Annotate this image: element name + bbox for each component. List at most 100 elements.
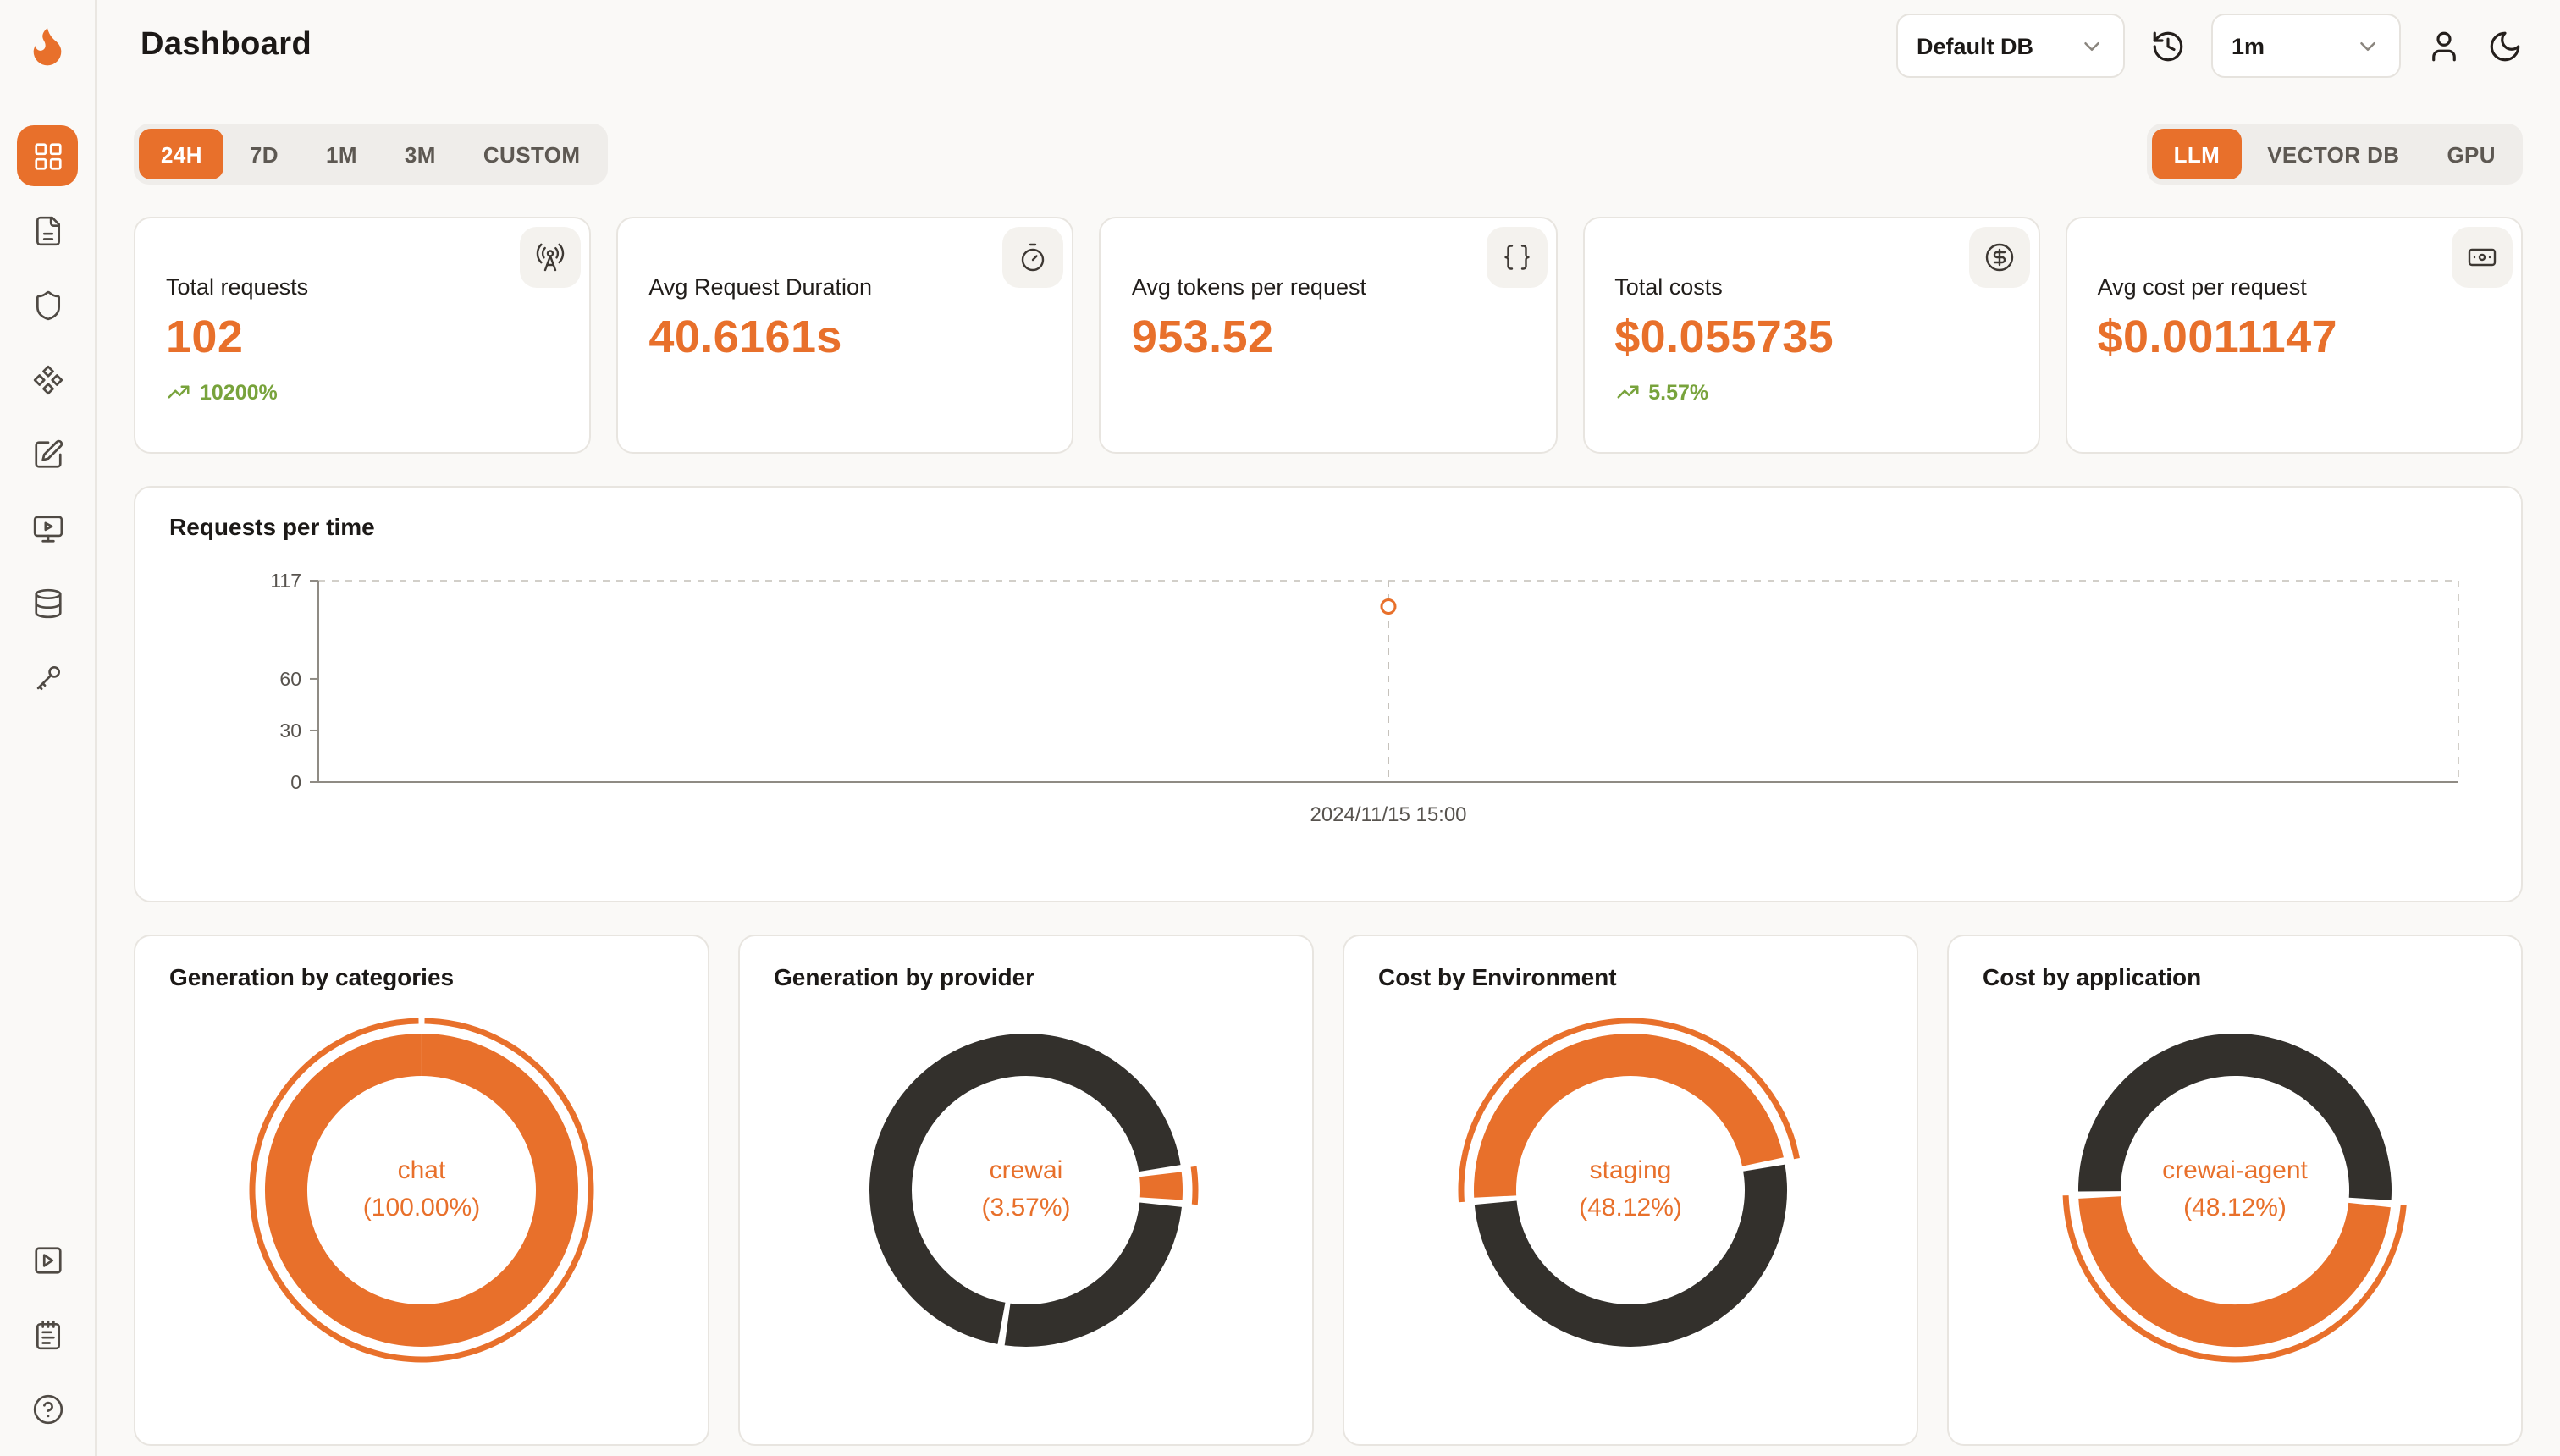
sidebar-item-vault[interactable] xyxy=(17,423,78,484)
trending-up-icon xyxy=(1616,385,1638,399)
refresh-history-button[interactable] xyxy=(2150,28,2186,63)
svg-text:0: 0 xyxy=(290,771,301,793)
moon-icon xyxy=(2490,30,2520,61)
tab-24h[interactable]: 24H xyxy=(139,129,224,179)
sidebar-item-getting-started[interactable] xyxy=(17,1229,78,1290)
interval-select-value: 1m xyxy=(2232,33,2265,58)
circle-dollar-icon xyxy=(1968,227,2030,288)
chart-title: Cost by application xyxy=(1983,963,2202,990)
shield-icon xyxy=(35,290,60,320)
tab-gpu[interactable]: GPU xyxy=(2425,129,2518,179)
donut-chart[interactable] xyxy=(1453,1012,1808,1368)
donut-chart[interactable] xyxy=(2057,1012,2413,1368)
user-icon xyxy=(2432,30,2456,61)
svg-text:117: 117 xyxy=(270,570,301,592)
tab-vector-db[interactable]: VECTOR DB xyxy=(2245,129,2421,179)
sidebar xyxy=(0,0,97,1456)
chart-title: Cost by Environment xyxy=(1378,963,1617,990)
svg-text:2024/11/15 15:00: 2024/11/15 15:00 xyxy=(1310,803,1466,826)
sidebar-item-documentation[interactable] xyxy=(17,1304,78,1365)
stat-value: 102 xyxy=(166,312,244,362)
square-play-icon xyxy=(34,1246,61,1273)
sidebar-footer-nav xyxy=(17,1229,78,1439)
generation-by-provider-card: Generation by provider crewai (3.57%) xyxy=(738,935,1314,1446)
stat-card-total-costs: Total costs $0.055735 5.57% xyxy=(1582,217,2040,454)
chart-title: Requests per time xyxy=(169,513,375,540)
header-controls: Default DB 1m xyxy=(1896,14,2523,78)
component-icon xyxy=(32,364,63,394)
cost-by-application-card: Cost by application crewai-agent (48.12%… xyxy=(1947,935,2523,1446)
key-round-icon xyxy=(36,665,60,690)
sidebar-item-requests[interactable] xyxy=(17,200,78,261)
stat-card-avg-cost: Avg cost per request $0.0011147 xyxy=(2065,217,2524,454)
donut-row: Generation by categories chat (100.00%) … xyxy=(134,935,2523,1446)
page-title: Dashboard xyxy=(141,27,312,63)
interval-select[interactable]: 1m xyxy=(2211,14,2401,78)
database-select-value: Default DB xyxy=(1917,33,2034,58)
stat-card-avg-duration: Avg Request Duration 40.6161s xyxy=(616,217,1074,454)
donut-chart-wrap: chat (100.00%) xyxy=(244,1012,599,1368)
requests-line-chart[interactable]: 0 30 60 117 2024/11/15 15:00 xyxy=(169,557,2487,836)
cost-by-environment-card: Cost by Environment staging (48.12%) xyxy=(1343,935,1918,1446)
stat-label: Avg tokens per request xyxy=(1131,274,1366,300)
app-logo[interactable] xyxy=(24,22,71,69)
sidebar-item-playground[interactable] xyxy=(17,498,78,559)
sidebar-item-dashboard[interactable] xyxy=(17,125,78,186)
timer-icon xyxy=(1002,227,1064,288)
stat-delta: 5.57% xyxy=(1614,379,2007,405)
generation-by-categories-card: Generation by categories chat (100.00%) xyxy=(134,935,709,1446)
database-icon xyxy=(34,587,61,618)
sidebar-item-databases[interactable] xyxy=(17,572,78,633)
top-header: Dashboard Default DB 1m xyxy=(97,0,2560,91)
filters-row: 24H 7D 1M 3M CUSTOM LLM VECTOR DB GPU xyxy=(134,124,2523,185)
stat-label: Avg Request Duration xyxy=(648,274,873,300)
donut-chart[interactable] xyxy=(848,1012,1204,1368)
stat-value: $0.055735 xyxy=(1614,312,1834,362)
donut-chart-wrap: crewai-agent (48.12%) xyxy=(2057,1012,2413,1368)
stat-value: 40.6161s xyxy=(648,312,842,362)
donut-chart-wrap: staging (48.12%) xyxy=(1453,1012,1808,1368)
database-select[interactable]: Default DB xyxy=(1896,14,2125,78)
file-icon xyxy=(35,215,60,245)
stat-label: Avg cost per request xyxy=(2097,274,2307,300)
sidebar-item-exceptions[interactable] xyxy=(17,274,78,335)
chart-title: Generation by provider xyxy=(774,963,1035,990)
radio-tower-icon xyxy=(520,227,582,288)
square-pen-icon xyxy=(34,438,63,467)
stat-delta: 10200% xyxy=(166,379,559,405)
history-icon xyxy=(2153,30,2183,61)
trending-up-icon xyxy=(168,385,190,399)
chart-title: Generation by categories xyxy=(169,963,455,990)
monitor-play-icon xyxy=(32,515,63,542)
stat-label: Total costs xyxy=(1614,274,1723,300)
layout-grid-icon xyxy=(34,142,61,169)
stats-row: Total requests 102 10200% Avg Request Du… xyxy=(134,217,2524,454)
tab-llm[interactable]: LLM xyxy=(2151,129,2243,179)
tab-1m[interactable]: 1M xyxy=(304,129,379,179)
user-profile-button[interactable] xyxy=(2426,28,2462,63)
svg-text:30: 30 xyxy=(279,720,301,742)
flame-logo-icon xyxy=(33,28,62,66)
svg-text:60: 60 xyxy=(279,668,301,690)
help-circle-icon xyxy=(32,1393,63,1424)
dashboard-content: 24H 7D 1M 3M CUSTOM LLM VECTOR DB GPU xyxy=(97,91,2560,1456)
theme-toggle-button[interactable] xyxy=(2487,28,2523,63)
stat-value: 953.52 xyxy=(1131,312,1274,362)
stat-value: $0.0011147 xyxy=(2097,312,2337,362)
tab-custom[interactable]: CUSTOM xyxy=(461,129,603,179)
braces-icon xyxy=(1486,227,1548,288)
tab-7d[interactable]: 7D xyxy=(228,129,301,179)
stat-card-avg-tokens: Avg tokens per request 953.52 xyxy=(1099,217,1558,454)
sidebar-nav xyxy=(17,125,78,708)
sidebar-item-prompts[interactable] xyxy=(17,349,78,410)
chevron-down-icon xyxy=(2360,41,2375,50)
chevron-down-icon xyxy=(2084,41,2099,50)
notepad-text-icon xyxy=(35,1319,60,1349)
stat-card-total-requests: Total requests 102 10200% xyxy=(134,217,592,454)
stat-label: Total requests xyxy=(166,274,309,300)
tab-3m[interactable]: 3M xyxy=(383,129,458,179)
sidebar-item-api-keys[interactable] xyxy=(17,647,78,708)
donut-chart[interactable] xyxy=(244,1012,599,1368)
sidebar-item-help[interactable] xyxy=(17,1378,78,1439)
